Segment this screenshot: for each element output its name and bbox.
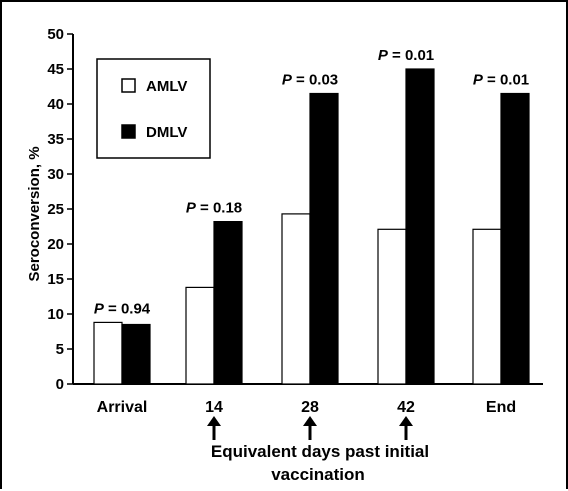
bar-amlv-14 [185, 286, 215, 385]
bar-amlv-42 [377, 228, 407, 385]
y-axis-title: Seroconversion, % [26, 146, 43, 281]
p-value-label: P = 0.94 [94, 300, 151, 317]
x-axis-title-line-2: vaccination [271, 465, 365, 484]
bar-amlv-28 [281, 213, 311, 385]
y-tick-label: 20 [47, 236, 64, 253]
x-axis-labels: Arrival 14 28 42 End [97, 399, 516, 440]
x-tick-label: 14 [205, 399, 223, 416]
arrow-marker-head [399, 416, 413, 426]
legend-box [96, 58, 211, 159]
x-tick-label: 28 [301, 399, 319, 416]
y-tick-label: 30 [47, 166, 64, 183]
p-value-label: P = 0.18 [186, 200, 242, 217]
bars [93, 68, 530, 385]
p-value-annotations: P = 0.94 P = 0.18 P = 0.03 P = 0.01 P = 0.01 [94, 47, 529, 317]
arrow-marker-head [303, 416, 317, 426]
y-tick-label: 35 [47, 131, 64, 148]
legend-label-amlv: AMLV [146, 78, 187, 95]
p-value-label: P = 0.01 [473, 72, 529, 89]
bar-dmlv-end [500, 92, 530, 385]
bar-dmlv-14 [213, 221, 243, 385]
x-tick-label: End [486, 399, 516, 416]
y-tick-label: 15 [47, 271, 64, 288]
p-value-label: P = 0.03 [282, 72, 338, 89]
legend-label-dmlv: DMLV [146, 124, 187, 141]
p-value-label: P = 0.01 [378, 47, 434, 64]
y-tick-label: 5 [56, 341, 64, 358]
bar-amlv-arrival [93, 321, 123, 385]
legend-swatch-dmlv [121, 124, 136, 139]
y-tick-label: 50 [47, 26, 64, 43]
arrow-marker-head [207, 416, 221, 426]
x-axis-title-line-1: Equivalent days past initial [211, 442, 429, 461]
x-tick-label: Arrival [97, 399, 148, 416]
y-tick-label: 25 [47, 201, 64, 218]
bar-dmlv-42 [405, 68, 435, 385]
bar-amlv-end [472, 228, 502, 385]
y-tick-label: 45 [47, 61, 64, 78]
y-tick-label: 40 [47, 96, 64, 113]
y-tick-label: 10 [47, 306, 64, 323]
axes: 0 5 10 15 20 25 30 35 40 45 50 [47, 26, 543, 393]
x-tick-label: 42 [397, 399, 415, 416]
legend-swatch-amlv [121, 78, 136, 93]
bar-dmlv-arrival [121, 323, 151, 385]
bar-dmlv-28 [309, 92, 339, 385]
y-tick-label: 0 [56, 376, 64, 393]
legend: AMLV DMLV [96, 58, 211, 159]
